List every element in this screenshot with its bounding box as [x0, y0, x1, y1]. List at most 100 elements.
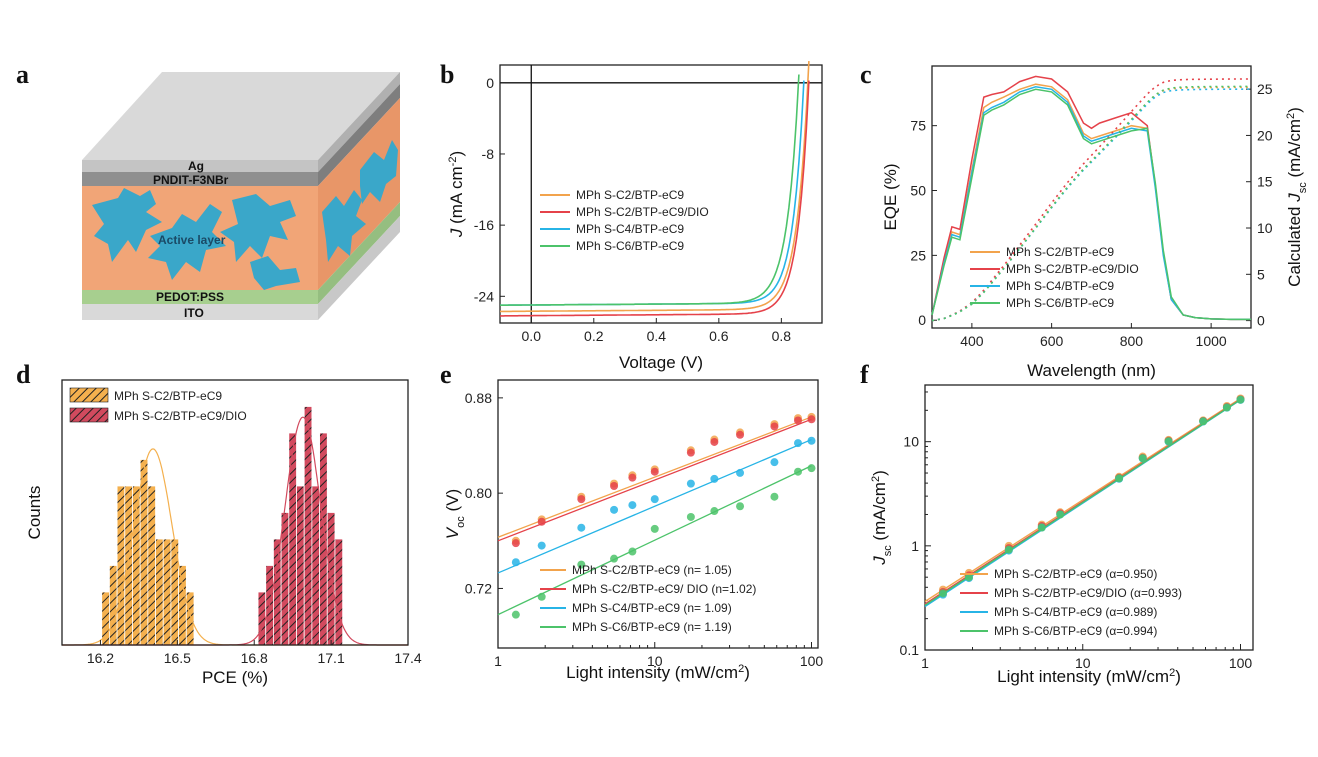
legend-swatch: [69, 387, 109, 403]
y-right-tick-label: 25: [1257, 81, 1273, 97]
fit-line: [924, 397, 1241, 603]
y-tick-label: 0.1: [900, 642, 920, 658]
x-tick-label: 1000: [1196, 333, 1227, 349]
x-axis-title: Light intensity (mW/cm2): [997, 667, 1181, 686]
x-tick-label: 0.2: [584, 328, 604, 344]
panel-letter-f: f: [860, 360, 869, 389]
panel-letter-d: d: [16, 360, 31, 389]
data-point: [537, 592, 546, 601]
x-axis-title: Light intensity (mW/cm2): [566, 663, 750, 682]
y-tick-label: 25: [910, 247, 926, 263]
x-tick-label: 0.8: [772, 328, 792, 344]
fit-line: [497, 416, 812, 538]
y-right-tick-label: 0: [1257, 313, 1265, 329]
plot-frame: [497, 379, 819, 649]
y-axis-title: Counts: [25, 486, 44, 540]
y-axis-title: Jsc (mA/cm2): [870, 470, 894, 566]
data-point: [650, 495, 659, 504]
data-point: [710, 507, 719, 516]
data-point: [628, 501, 637, 510]
data-point: [650, 467, 659, 476]
data-point: [610, 554, 619, 563]
legend-label: MPh S-C6/BTP-eC9: [576, 239, 684, 253]
y-tick-label: 0: [486, 75, 494, 91]
y-tick-label: 0.80: [465, 485, 492, 501]
data-point: [1199, 417, 1208, 426]
y-tick-label: 0.72: [465, 580, 492, 596]
y-right-tick-label: 15: [1257, 174, 1273, 190]
data-point: [770, 422, 779, 431]
data-point: [736, 502, 745, 511]
y-right-axis-title: Calculated Jsc (mA/cm2): [1285, 107, 1309, 287]
jsc-integrated-curve: [931, 85, 1252, 322]
x-tick-label: 0.4: [647, 328, 667, 344]
x-axis-title: Voltage (V): [619, 353, 703, 372]
data-point: [710, 474, 719, 483]
data-point: [686, 479, 695, 488]
data-point: [686, 448, 695, 457]
x-axis-title: Wavelength (nm): [1027, 361, 1156, 380]
y-right-tick-label: 20: [1257, 127, 1273, 143]
data-point: [736, 468, 745, 477]
x-tick-label: 1: [921, 655, 929, 671]
data-point: [710, 437, 719, 446]
fit-line: [497, 418, 812, 542]
data-point: [794, 439, 803, 448]
data-point: [938, 589, 947, 598]
data-point: [794, 416, 803, 425]
x-tick-label: 10: [1075, 655, 1091, 671]
data-point: [794, 467, 803, 476]
data-point: [736, 430, 745, 439]
data-point: [1164, 437, 1173, 446]
data-point: [610, 482, 619, 491]
data-point: [1222, 403, 1231, 412]
y-tick-label: 75: [910, 118, 926, 134]
y-tick-label: 0: [918, 312, 926, 328]
x-tick-label: 0.6: [709, 328, 729, 344]
legend-swatch: [69, 407, 109, 423]
jsc-integrated-curve: [931, 88, 1252, 322]
data-point: [577, 495, 586, 504]
legend-label: MPh S-C2/BTP-eC9/DIO (α=0.993): [994, 586, 1182, 600]
legend-label: MPh S-C6/BTP-eC9 (n= 1.19): [572, 620, 732, 634]
data-point: [807, 415, 816, 424]
legend-label: MPh S-C2/BTP-eC9/ DIO (n=1.02): [572, 582, 756, 596]
panel-letter-c: c: [860, 60, 872, 89]
plot-frame: [924, 384, 1254, 651]
legend-label: MPh S-C6/BTP-eC9 (α=0.994): [994, 624, 1157, 638]
y-tick-label: 1: [911, 538, 919, 554]
data-point: [1056, 510, 1065, 519]
plot-frame: [499, 64, 823, 324]
y-right-tick-label: 10: [1257, 220, 1273, 236]
legend-label: MPh S-C2/BTP-eC9 (n= 1.05): [572, 563, 732, 577]
legend-label: MPh S-C4/BTP-eC9 (α=0.989): [994, 605, 1157, 619]
legend-label: MPh S-C2/BTP-eC9 (α=0.950): [994, 567, 1157, 581]
data-point: [807, 464, 816, 473]
data-point: [511, 558, 520, 567]
y-axis-title: EQE (%): [881, 163, 900, 230]
data-point: [537, 517, 546, 526]
data-point: [1236, 395, 1245, 404]
y-tick-label: -24: [474, 288, 494, 304]
panel-letter-b: b: [440, 60, 455, 89]
x-axis-title: PCE (%): [202, 668, 268, 687]
data-point: [807, 436, 816, 445]
y-axis-title: Voc (V): [443, 489, 467, 539]
x-tick-label: 600: [1040, 333, 1064, 349]
data-point: [628, 473, 637, 482]
x-tick-label: 17.1: [317, 650, 344, 666]
data-point: [537, 541, 546, 550]
y-axis-title: J (mA cm-2): [447, 151, 466, 238]
data-point: [577, 523, 586, 532]
y-right-tick-label: 5: [1257, 266, 1265, 282]
jv-curve: [500, 74, 800, 307]
data-point: [577, 560, 586, 569]
legend-label: MPh S-C6/BTP-eC9: [1006, 296, 1114, 310]
data-point: [770, 492, 779, 501]
data-point: [964, 573, 973, 582]
data-point: [1115, 474, 1124, 483]
